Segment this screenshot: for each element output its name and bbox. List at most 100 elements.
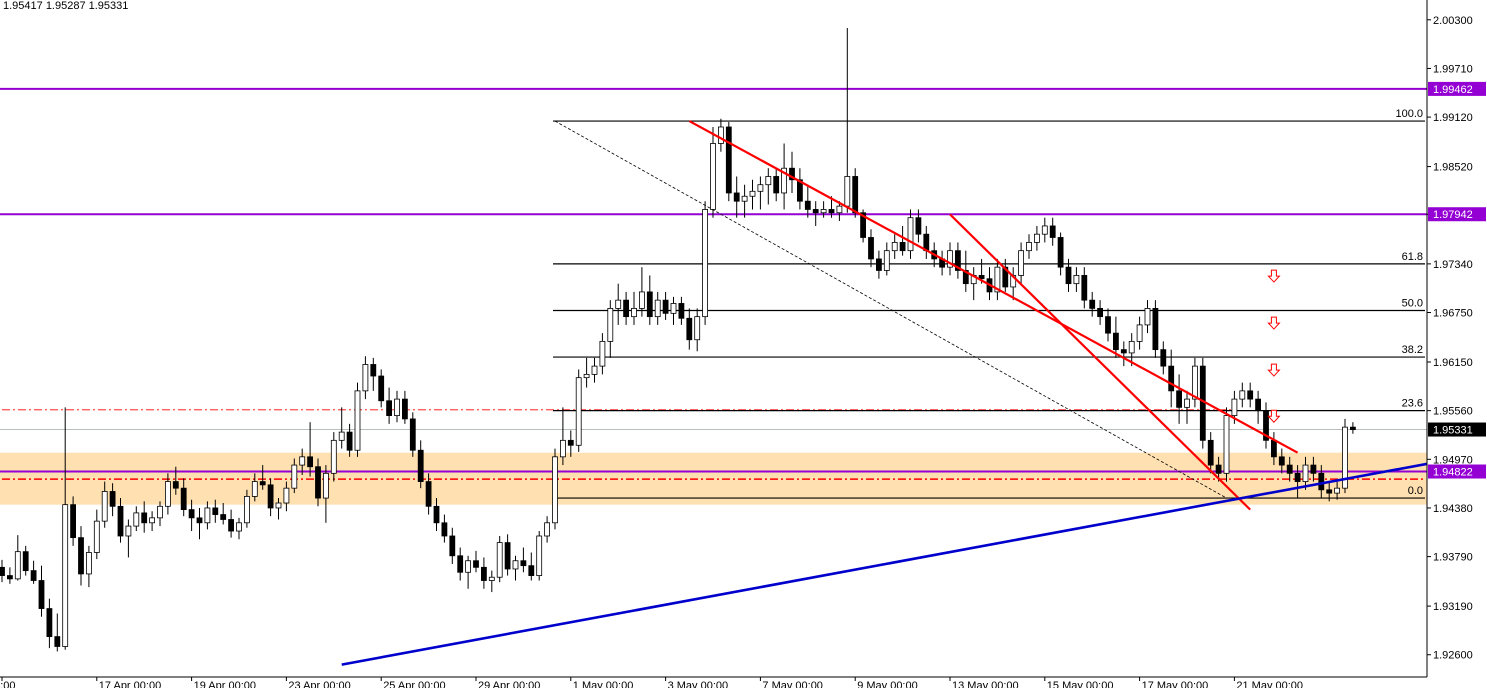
candle-bear (1113, 332, 1119, 351)
candle-bear (1278, 456, 1285, 466)
fib-level-label: 61.8 (1402, 251, 1423, 263)
candle-bull (670, 303, 677, 314)
candle-bull (599, 340, 606, 367)
candle-bear (220, 514, 227, 520)
candle-bull (243, 496, 250, 524)
price-axis-bg (1427, 0, 1487, 688)
candle-bull (781, 167, 787, 194)
candle-bear (212, 507, 219, 515)
candle-bull (338, 431, 345, 441)
candle-bear (1271, 439, 1277, 458)
candle-bear (852, 176, 859, 214)
candle-bull (465, 560, 472, 573)
candle-bear (449, 535, 456, 557)
candle-bear (1207, 439, 1214, 466)
candle-bull (330, 439, 337, 474)
candle-bear (22, 551, 29, 572)
candle-bear (480, 566, 487, 581)
candle-bull (536, 535, 543, 576)
candle-bear (567, 439, 574, 446)
x-tick-label: 17 May 00:00 (1142, 680, 1209, 688)
trendline (341, 451, 1487, 666)
x-tick-label: 1 May 00:00 (573, 680, 634, 688)
candle-bear (1057, 237, 1064, 268)
candle-bear (54, 636, 61, 647)
level-price-label-bg (1428, 81, 1486, 96)
level-price-label-bg (1428, 207, 1486, 222)
fib-level-label: 38.2 (1402, 344, 1423, 356)
candle-bull (1034, 233, 1040, 243)
candle-bear (228, 519, 235, 532)
fib-level-label: 50.0 (1402, 297, 1423, 309)
candle-bear (662, 299, 669, 314)
level-price-label: 1.97942 (1433, 209, 1473, 221)
candle-bear (46, 608, 53, 637)
x-tick-label: 19 Apr 00:00 (194, 680, 256, 688)
y-tick-label: 1.97340 (1433, 259, 1473, 271)
candle-bear (1326, 489, 1333, 494)
candle-bear (1350, 426, 1356, 431)
candle-bull (994, 266, 1001, 293)
candle-bull (552, 456, 558, 524)
candle-bear (678, 303, 685, 319)
candle-bull (149, 517, 156, 524)
y-tick-label: 2.00300 (1433, 15, 1473, 27)
y-tick-label: 1.93790 (1433, 552, 1473, 564)
y-tick-label: 1.92600 (1433, 650, 1473, 662)
candle-bear (141, 512, 148, 524)
candle-bull (694, 316, 701, 341)
down-arrow-icon (1267, 316, 1281, 330)
candle-bear (38, 580, 45, 609)
candle-bear (1065, 266, 1072, 285)
candle-bear (828, 209, 835, 214)
trendline (554, 120, 1227, 499)
candle-bull (544, 522, 550, 537)
x-tick-label: 25 Apr 00:00 (383, 680, 445, 688)
candle-bull (322, 472, 329, 499)
current-price-label: 1.95331 (1433, 425, 1473, 437)
down-arrow-icon (1267, 269, 1281, 283)
candle-bull (1223, 415, 1230, 474)
candle-bear (259, 481, 266, 486)
x-tick-label: 13 May 00:00 (952, 680, 1019, 688)
candle-bull (125, 525, 132, 537)
candle-bear (386, 400, 393, 417)
y-tick-label: 1.98520 (1433, 162, 1473, 174)
y-tick-label: 1.94970 (1433, 454, 1473, 466)
ohlc-readout: 1.95417 1.95287 1.95331 (3, 0, 129, 12)
candle-bear (180, 487, 187, 511)
candle-bear (1089, 299, 1096, 309)
candle-bear (686, 317, 693, 341)
candle-bear (441, 522, 448, 537)
candle-bear (188, 509, 195, 519)
candle-bull (836, 205, 843, 214)
candle-bull (1192, 365, 1198, 400)
candle-bull (741, 195, 748, 202)
x-tick-label: 7 May 00:00 (762, 680, 823, 688)
candle-bear (117, 505, 124, 537)
candle-bear (1199, 365, 1206, 441)
candle-bear (915, 217, 922, 235)
candle-bull (1302, 464, 1309, 482)
candle-bull (496, 542, 503, 578)
candle-bear (457, 555, 464, 573)
fib-level-label: 0.0 (1408, 485, 1423, 497)
candle-bull (1041, 225, 1048, 235)
candle-bear (868, 237, 874, 260)
candle-bear (1176, 390, 1182, 408)
candle-bull (631, 308, 637, 318)
candle-bear (307, 456, 314, 468)
candle-bear (860, 212, 866, 238)
x-tick-label: 17 Apr 00:00 (99, 680, 161, 688)
candle-bull (1239, 390, 1246, 400)
candle-bear (520, 560, 527, 567)
candle-bull (820, 209, 827, 214)
candle-bear (1081, 275, 1088, 301)
candle-bull (583, 373, 590, 379)
candle-bull (299, 456, 306, 466)
y-tick-label: 1.99120 (1433, 112, 1473, 124)
candle-bear (1049, 225, 1056, 238)
candle-bull (488, 576, 495, 581)
down-arrow-icon (1267, 409, 1281, 423)
x-tick-label: 15 May 00:00 (1047, 680, 1114, 688)
